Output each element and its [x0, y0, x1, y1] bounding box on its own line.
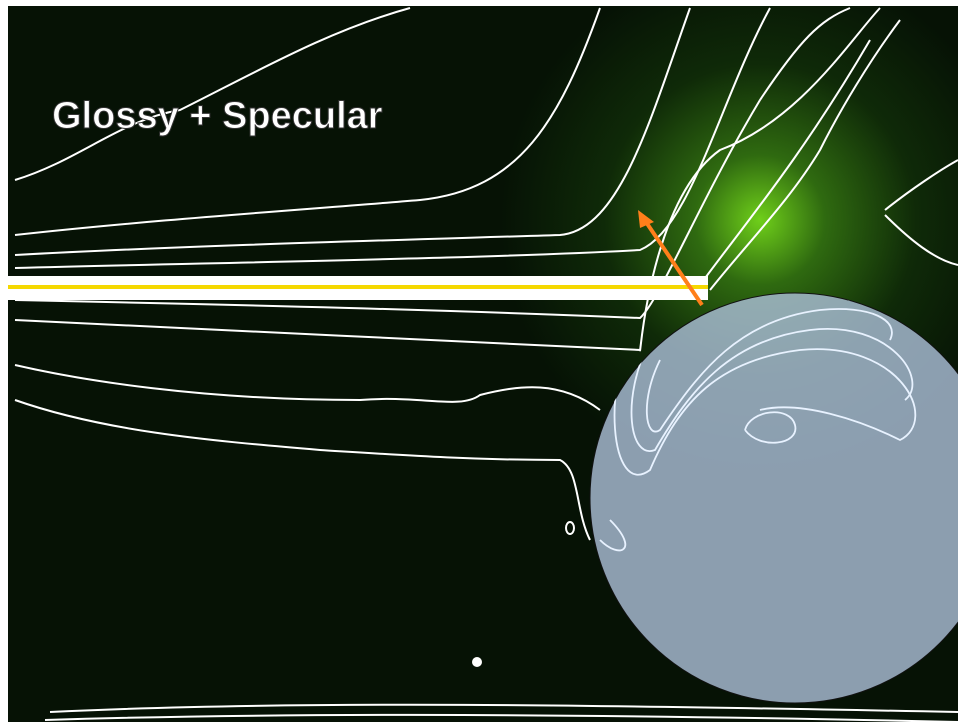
sphere — [589, 292, 958, 704]
beam-core — [8, 285, 708, 289]
arrow-shaft — [644, 220, 704, 307]
contours — [14, 7, 958, 722]
dot — [472, 657, 482, 667]
visualization — [8, 6, 958, 722]
arrow-head — [638, 210, 654, 228]
slide-title: Glossy + Specular — [52, 95, 383, 137]
